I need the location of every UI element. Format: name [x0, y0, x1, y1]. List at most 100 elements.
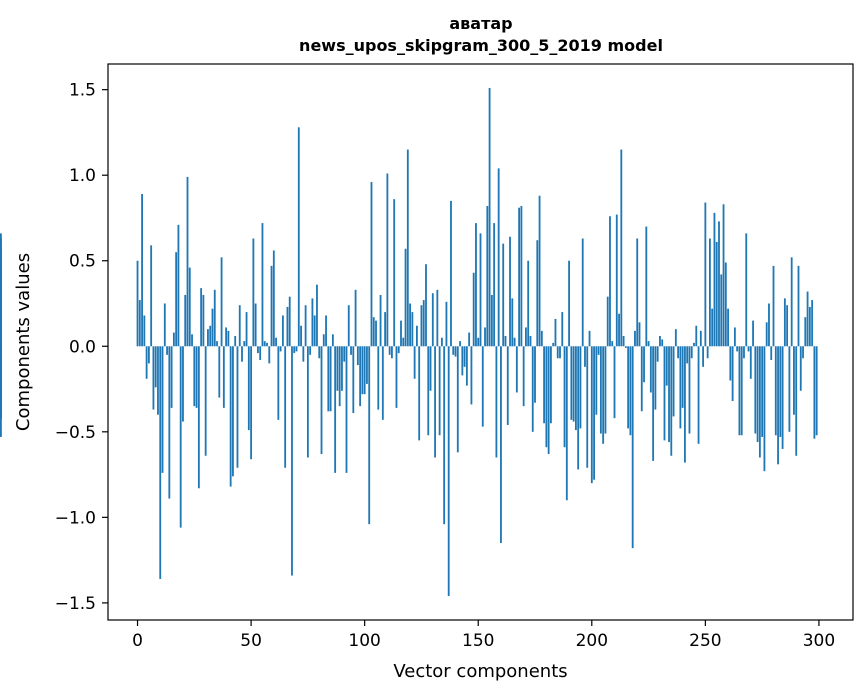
bar — [500, 346, 502, 544]
bar — [681, 346, 684, 408]
x-tick-label: 250 — [689, 631, 721, 651]
bar — [504, 336, 507, 347]
x-tick-label: 150 — [462, 631, 494, 651]
bar — [806, 291, 809, 347]
bar — [674, 329, 677, 347]
bar — [781, 346, 784, 449]
bar — [565, 346, 568, 501]
bar — [277, 346, 280, 420]
bar — [568, 260, 570, 347]
bar — [477, 337, 480, 347]
bar — [370, 182, 373, 347]
bar — [427, 346, 430, 436]
bar — [354, 289, 357, 347]
bar — [756, 346, 759, 443]
bar — [679, 346, 682, 429]
bar — [388, 346, 391, 355]
bar — [397, 346, 400, 354]
bar — [545, 346, 548, 448]
bar — [225, 327, 228, 347]
bar — [768, 303, 770, 347]
bar — [350, 346, 352, 355]
bar — [150, 245, 153, 347]
bar — [463, 346, 466, 367]
bar — [559, 346, 561, 359]
bar — [227, 330, 230, 347]
bar — [634, 330, 636, 347]
bar — [304, 305, 307, 347]
bar — [702, 346, 704, 367]
bar — [443, 346, 446, 525]
bar — [268, 346, 271, 364]
bar — [422, 300, 425, 347]
bar — [488, 87, 491, 347]
bar — [200, 288, 203, 347]
bar — [729, 346, 732, 381]
bar — [472, 272, 475, 347]
bar — [754, 346, 757, 434]
bar — [733, 327, 736, 347]
bar — [395, 346, 398, 408]
bar — [468, 332, 471, 347]
bar — [786, 305, 789, 347]
bars-group — [0, 87, 818, 597]
bar — [727, 308, 729, 347]
bar — [599, 346, 602, 434]
bar — [329, 346, 332, 412]
bar — [266, 342, 268, 347]
bar — [802, 346, 804, 359]
bar — [234, 336, 237, 347]
bar — [640, 346, 643, 412]
bar — [447, 346, 450, 597]
bar — [252, 238, 255, 347]
bar — [704, 202, 707, 347]
bar — [182, 346, 184, 422]
bar — [263, 341, 266, 347]
bar — [595, 346, 598, 415]
bar — [177, 224, 180, 347]
bar — [665, 346, 668, 386]
bar — [561, 312, 564, 347]
bar — [213, 289, 216, 347]
bar — [343, 346, 346, 362]
x-tick-label: 200 — [576, 631, 608, 651]
bar — [245, 312, 248, 347]
bar — [163, 303, 166, 347]
bar — [711, 308, 714, 347]
bar — [577, 346, 580, 470]
bar — [631, 346, 634, 549]
bar — [170, 346, 173, 408]
bar — [136, 260, 139, 347]
bar — [593, 346, 595, 480]
bar — [436, 289, 439, 347]
bar — [363, 346, 366, 395]
bar — [334, 346, 337, 473]
bar — [624, 346, 627, 348]
bar — [808, 306, 811, 347]
bar — [413, 346, 416, 379]
bar — [341, 346, 343, 391]
x-tick-label: 0 — [132, 631, 143, 651]
bar — [320, 346, 323, 455]
bar — [438, 346, 441, 436]
bar — [586, 346, 589, 468]
bar — [420, 305, 423, 347]
bar — [450, 200, 452, 347]
bar — [293, 346, 296, 354]
bar — [804, 317, 807, 347]
bar — [345, 346, 348, 473]
bar — [241, 346, 243, 362]
bar — [672, 346, 675, 417]
x-tick-label: 50 — [240, 631, 262, 651]
y-axis-ticks: −1.5 −1.0 −0.5 0.0 0.5 1.0 1.5 — [55, 81, 108, 614]
bar — [216, 341, 218, 347]
bar — [713, 212, 716, 347]
bar — [774, 346, 777, 436]
bar — [670, 346, 673, 456]
bar — [509, 236, 511, 347]
bar — [597, 346, 600, 355]
bar — [579, 346, 582, 429]
bar — [368, 346, 371, 525]
bar — [440, 337, 443, 347]
